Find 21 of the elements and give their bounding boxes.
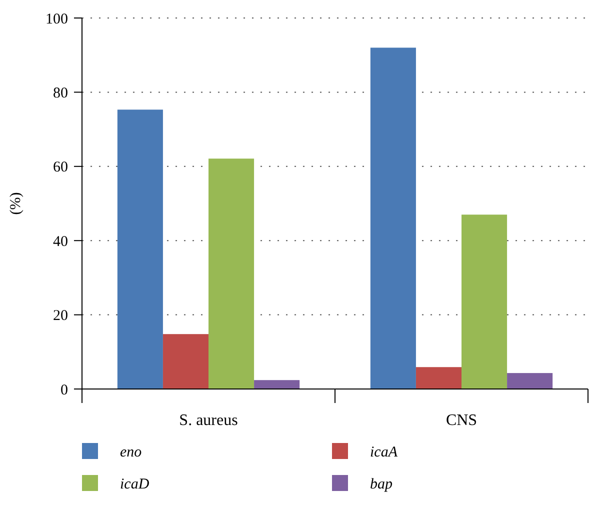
y-tick-label: 40	[53, 234, 68, 250]
y-tick-label: 0	[60, 382, 68, 398]
bar	[117, 110, 163, 389]
bar	[416, 367, 462, 389]
legend-label: icaA	[370, 444, 398, 460]
y-tick-label: 80	[53, 85, 68, 102]
y-tick-label: 100	[46, 11, 68, 28]
bar	[208, 158, 254, 389]
x-tick-label: CNS	[446, 412, 478, 429]
y-tick-label: 60	[53, 160, 68, 176]
legend-label: bap	[370, 476, 393, 492]
bar	[370, 48, 416, 389]
x-tick-label: S. aureus	[179, 412, 238, 429]
y-axis-title: (%)	[8, 192, 24, 215]
bar	[462, 214, 508, 389]
bar	[162, 334, 208, 389]
bar	[507, 373, 553, 389]
y-tick-label: 20	[53, 308, 68, 324]
legend-label: eno	[120, 444, 142, 460]
bar	[254, 380, 300, 389]
legend-label: icaD	[120, 476, 150, 492]
